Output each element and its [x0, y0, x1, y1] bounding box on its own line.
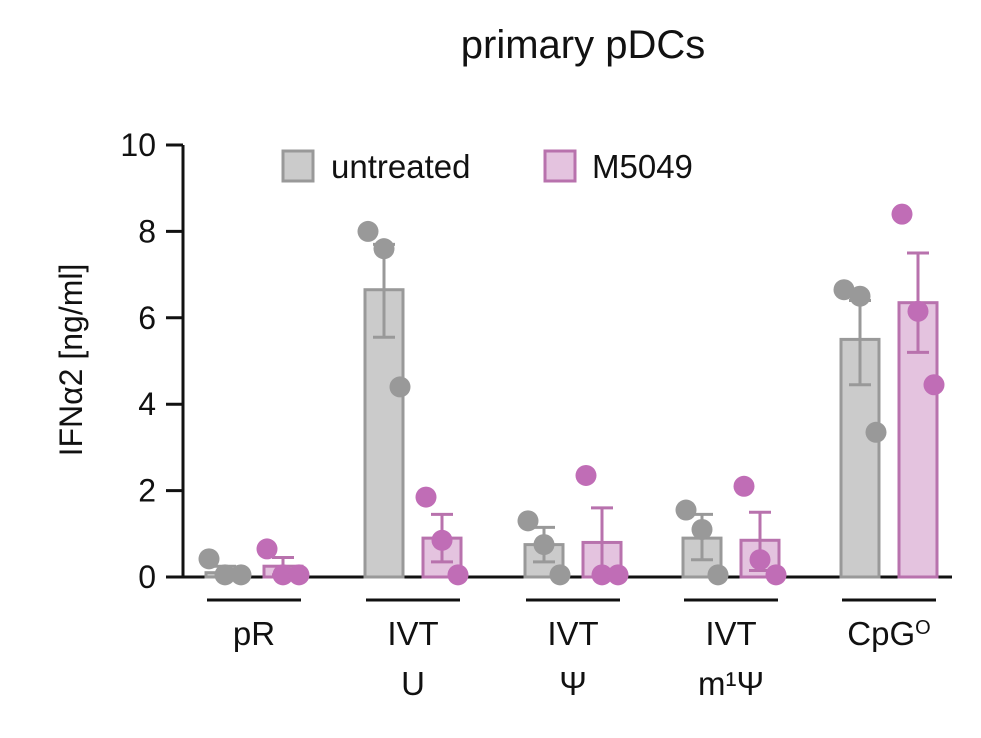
- data-point-m5049: [272, 564, 294, 586]
- data-point-m5049: [415, 486, 437, 508]
- legend-label-untreated: untreated: [331, 148, 470, 185]
- category-label-line1: CpGO: [847, 615, 930, 652]
- data-point-m5049: [733, 475, 755, 497]
- y-tick-label: 2: [138, 473, 156, 509]
- category-label-line1: IVT: [387, 615, 438, 652]
- data-point-untreated: [373, 238, 395, 260]
- category-label-line1: pR: [233, 615, 275, 652]
- data-point-m5049: [607, 564, 629, 586]
- category-label-line1: IVT: [547, 615, 598, 652]
- category-label-superscript: O: [915, 617, 931, 639]
- data-point-untreated: [389, 376, 411, 398]
- y-tick-label: 4: [138, 386, 156, 422]
- y-tick-label: 6: [138, 300, 156, 336]
- data-point-untreated: [357, 220, 379, 242]
- data-point-m5049: [923, 374, 945, 396]
- data-point-m5049: [749, 549, 771, 571]
- axes: 0 2 4 6 8 10: [120, 127, 952, 595]
- data-point-m5049: [591, 564, 613, 586]
- data-point-untreated: [707, 564, 729, 586]
- data-point-m5049: [431, 529, 453, 551]
- data-point-untreated: [865, 421, 887, 443]
- data-points-layer: [198, 203, 945, 586]
- data-point-m5049: [907, 300, 929, 322]
- data-point-m5049: [288, 564, 310, 586]
- data-point-untreated: [533, 534, 555, 556]
- data-point-untreated: [675, 499, 697, 521]
- bars-layer: [204, 288, 939, 579]
- data-point-untreated: [230, 564, 252, 586]
- data-point-untreated: [833, 279, 855, 301]
- data-point-untreated: [198, 548, 220, 570]
- y-axis-label: IFNα2 [ng/ml]: [53, 264, 89, 457]
- data-point-m5049: [447, 564, 469, 586]
- chart-title: primary pDCs: [461, 23, 705, 67]
- category-label-line2: U: [401, 665, 425, 702]
- category-labels: pR IVT U IVT Ψ IVT m¹Ψ CpGO: [207, 598, 936, 702]
- y-tick-label: 10: [120, 127, 156, 163]
- category-label-line1: IVT: [705, 615, 756, 652]
- legend-label-m5049: M5049: [592, 148, 693, 185]
- legend-swatch-m5049: [543, 149, 577, 183]
- data-point-m5049: [575, 464, 597, 486]
- error-bars-layer: [214, 242, 929, 579]
- category-label-line2: m¹Ψ: [698, 665, 764, 702]
- data-point-untreated: [549, 564, 571, 586]
- data-point-untreated: [214, 564, 236, 586]
- legend: untreated M5049: [281, 148, 693, 185]
- y-tick-label: 8: [138, 213, 156, 249]
- data-point-untreated: [849, 285, 871, 307]
- data-point-m5049: [256, 538, 278, 560]
- data-point-untreated: [691, 518, 713, 540]
- legend-swatch-untreated: [281, 149, 315, 183]
- data-point-m5049: [765, 564, 787, 586]
- data-point-m5049: [891, 203, 913, 225]
- category-label-line2: Ψ: [559, 665, 587, 702]
- data-point-untreated: [517, 510, 539, 532]
- y-tick-label: 0: [138, 559, 156, 595]
